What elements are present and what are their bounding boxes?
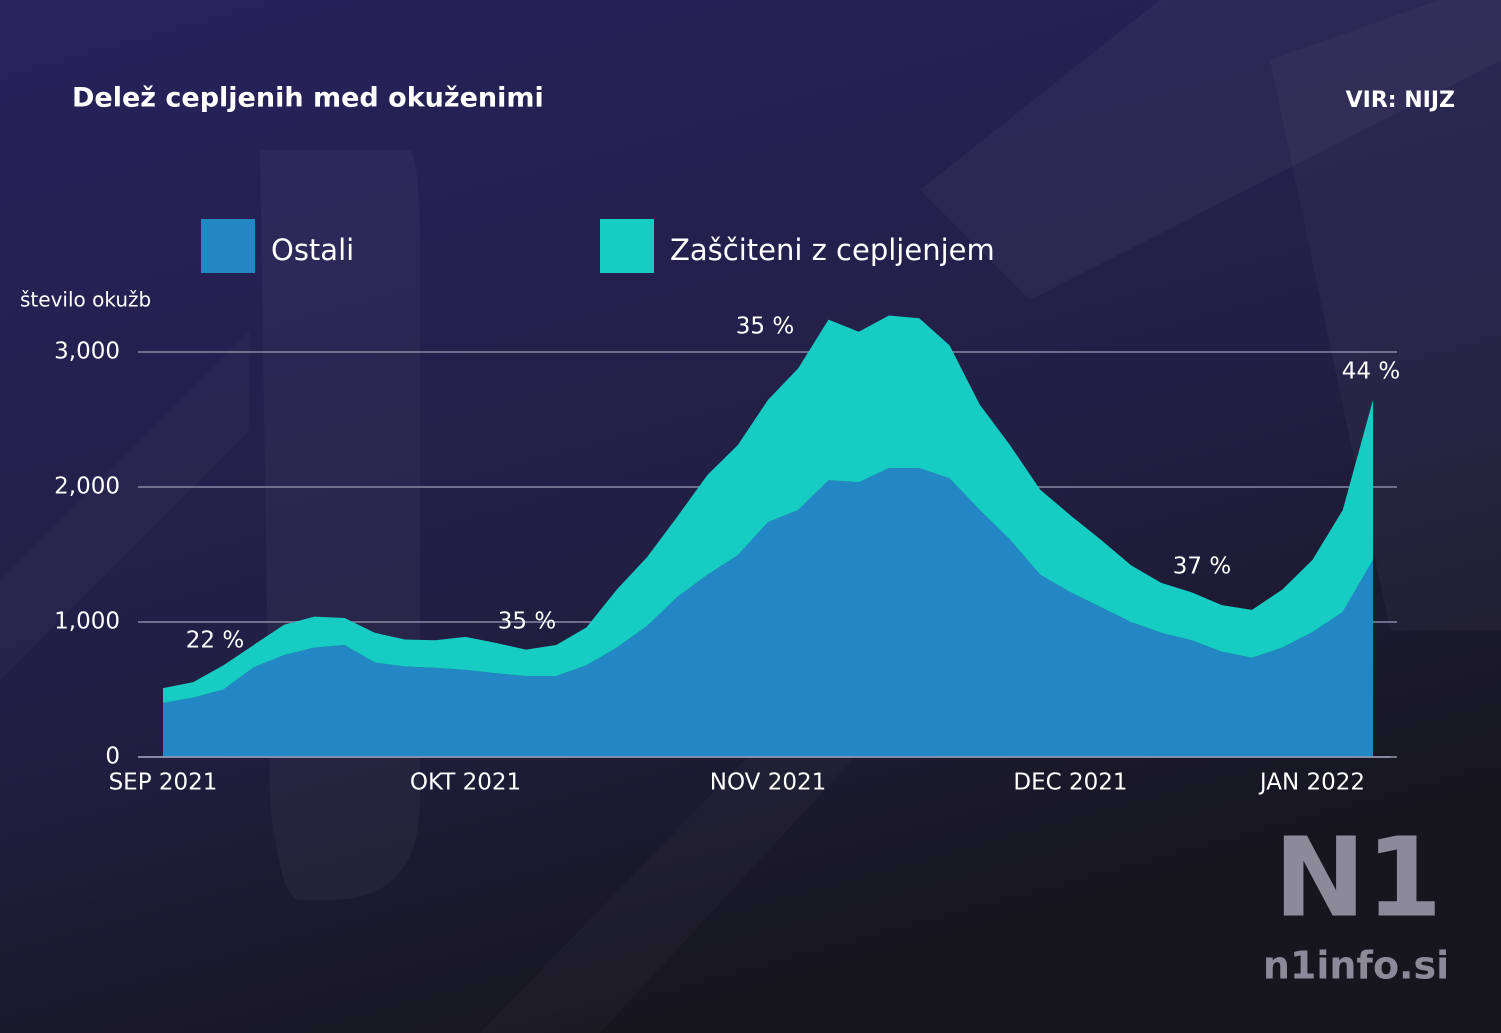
decor xyxy=(920,0,1501,300)
annotation: 44 % xyxy=(1342,359,1400,385)
y-tick-label: 1,000 xyxy=(54,609,120,635)
y-axis-label: število okužb xyxy=(20,288,151,312)
annotation: 37 % xyxy=(1173,554,1231,580)
x-tick-label: OKT 2021 xyxy=(410,770,521,796)
annotation: 35 % xyxy=(498,609,556,635)
area xyxy=(163,315,1373,703)
x-tick-label: JAN 2022 xyxy=(1258,770,1365,796)
legend-label: Ostali xyxy=(271,233,354,267)
x-tick-label: DEC 2021 xyxy=(1013,770,1127,796)
y-tick-label: 2,000 xyxy=(54,474,120,500)
legend-swatch xyxy=(600,219,654,273)
x-tick-label: SEP 2021 xyxy=(109,770,218,796)
x-tick-label: NOV 2021 xyxy=(710,770,826,796)
legend-swatch xyxy=(201,219,255,273)
chart-title: Delež cepljenih med okuženimi xyxy=(72,83,544,114)
logo-site: n1info.si xyxy=(1263,944,1449,988)
annotation: 35 % xyxy=(736,314,794,340)
legend-label: Zaščiteni z cepljenjem xyxy=(670,233,995,267)
source: VIR: NIJZ xyxy=(1346,88,1455,113)
y-tick-label: 3,000 xyxy=(54,339,120,365)
annotation: 22 % xyxy=(186,628,244,654)
y-tick-label: 0 xyxy=(105,744,120,770)
logo: N1 xyxy=(1274,813,1443,941)
area xyxy=(163,468,1373,757)
